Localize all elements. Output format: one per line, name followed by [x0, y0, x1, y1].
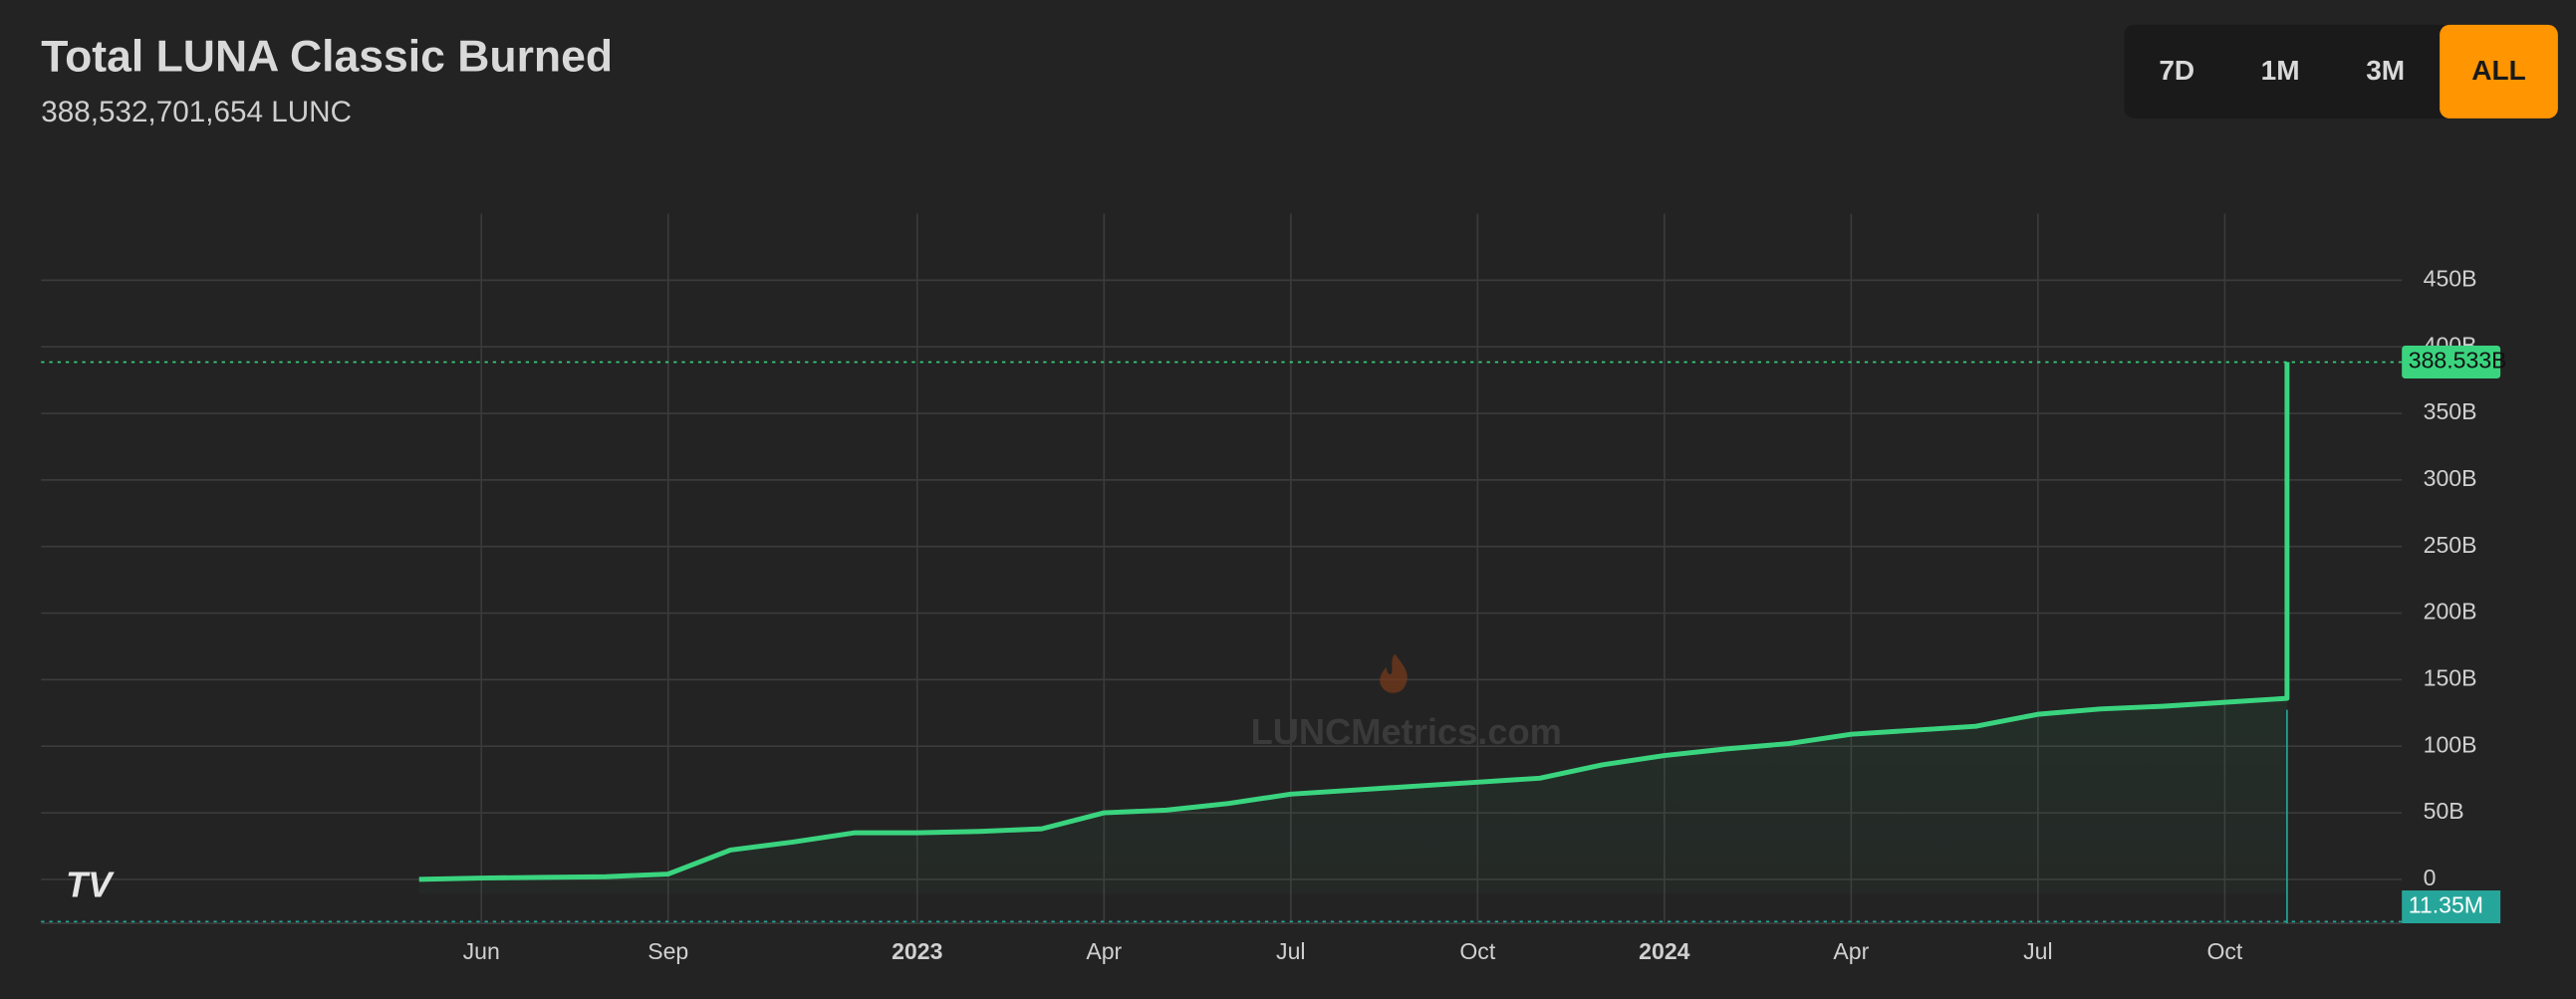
- y-tick-label: 250B: [2424, 532, 2477, 558]
- title: Total LUNA Classic Burned: [41, 32, 613, 81]
- x-tick-label: Jul: [1276, 938, 1306, 964]
- y-tick-label: 100B: [2424, 731, 2477, 757]
- x-tick-label: Apr: [1833, 938, 1869, 964]
- subtitle: 388,532,701,654 LUNC: [41, 96, 352, 128]
- y-tick-label: 450B: [2424, 265, 2477, 291]
- area: [418, 362, 2287, 894]
- y-tick-label: 0: [2424, 865, 2437, 890]
- range-button-active: [2440, 24, 2558, 119]
- tv-logo: TV: [66, 864, 115, 904]
- x-tick-label: 2023: [892, 938, 942, 964]
- flame-icon: [1380, 653, 1408, 693]
- watermark: LUNCMetrics.com: [1251, 711, 1562, 752]
- volume-badge: [2402, 890, 2501, 924]
- y-tick-label: 350B: [2424, 398, 2477, 424]
- y-tick-label: 200B: [2424, 599, 2477, 624]
- x-tick-label: Jul: [2023, 938, 2053, 964]
- range-button[interactable]: 3M: [2366, 55, 2405, 86]
- y-tick-label: 150B: [2424, 664, 2477, 690]
- x-tick-label: Oct: [2206, 938, 2242, 964]
- x-tick-label: Sep: [647, 938, 688, 964]
- last-value-badge: [2402, 346, 2501, 379]
- x-tick-label: Apr: [1086, 938, 1122, 964]
- line: [418, 362, 2290, 882]
- x-tick-label: Jun: [463, 938, 500, 964]
- last-value-label: 388.533B: [2409, 348, 2507, 374]
- range-buttons: 7D 1M 3M ALL: [2159, 24, 2558, 119]
- x-tick-label: Oct: [1459, 938, 1495, 964]
- range-button[interactable]: 7D: [2159, 55, 2194, 86]
- y-tick-label: 50B: [2424, 798, 2464, 824]
- volume-label: 11.35M: [2409, 892, 2483, 918]
- range-button[interactable]: ALL: [2471, 55, 2525, 86]
- y-tick-label: 300B: [2424, 465, 2477, 491]
- range-button[interactable]: 1M: [2261, 55, 2300, 86]
- x-tick-label: 2024: [1639, 938, 1690, 964]
